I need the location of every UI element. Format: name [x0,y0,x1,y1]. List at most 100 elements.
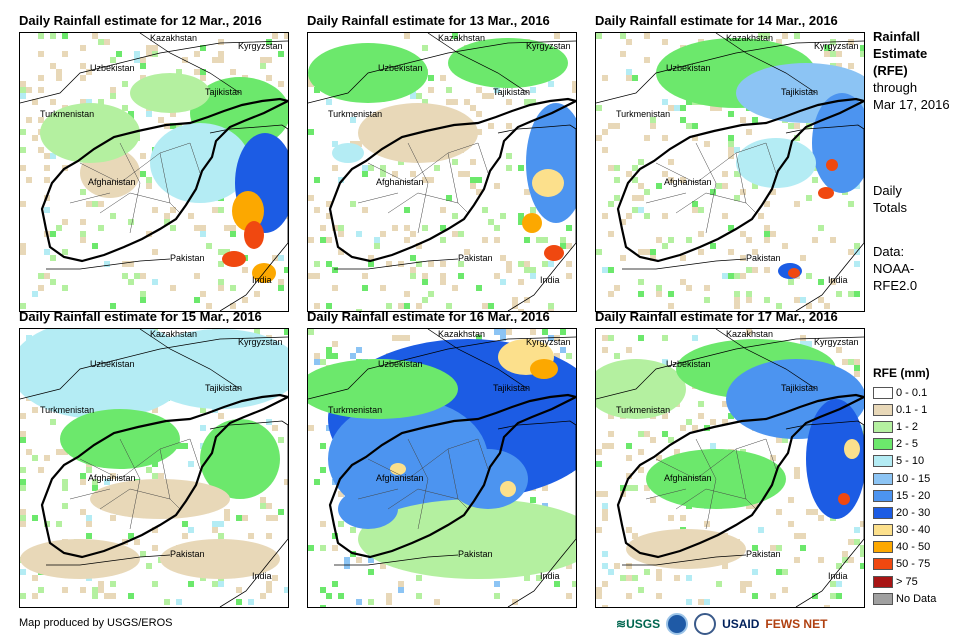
rainfall-pixel [62,485,68,491]
rainfall-pixel [632,207,638,213]
rainfall-pixel [524,237,530,243]
rainfall-pixel [194,51,200,57]
rainfall-pixel [326,353,332,359]
rainfall-pixel [32,291,38,297]
rainfall-pixel [20,515,26,521]
rainfall-pixel [170,111,176,117]
rainfall-pixel [848,249,854,255]
rainfall-pixel [98,39,104,45]
country-label-pakistan: Pakistan [458,253,493,263]
rainfall-pixel [860,551,864,557]
rainfall-pixel [80,509,86,515]
rainfall-pixel [860,521,864,527]
rainfall-pixel [368,569,374,575]
rainfall-pixel [728,225,734,231]
rainfall-pixel [632,575,638,581]
rainfall-pixel [764,231,770,237]
rainfall-pixel [602,129,608,135]
rainfall-pixel [602,335,608,341]
usgs-logo: ≋USGS [616,617,661,631]
rainfall-pixel [608,231,614,237]
rainfall-pixel [794,557,800,563]
rainfall-pixel [854,527,860,533]
rainfall-pixel [476,111,482,117]
rainfall-pixel [842,359,848,365]
map-panel-16-mar: Daily Rainfall estimate for 16 Mar., 201… [307,309,595,609]
rainfall-pixel [38,75,44,81]
rainfall-pixel [638,249,644,255]
country-label-pakistan: Pakistan [170,253,205,263]
sidebar-data-line: RFE2.0 [873,278,918,293]
rainfall-pixel [494,593,500,599]
rainfall-pixel [50,153,56,159]
rainfall-pixel [80,479,86,485]
panel-title: Daily Rainfall estimate for 17 Mar., 201… [595,309,838,324]
rainfall-pixel [452,159,458,165]
rainfall-pixel [836,63,842,69]
rainfall-pixel [644,485,650,491]
rainfall-pixel [764,33,770,39]
rainfall-pixel [524,297,530,303]
rainfall-pixel [212,521,218,527]
rainfall-pixel [356,347,362,353]
rainfall-pixel [284,479,288,485]
legend-label: 10 - 15 [896,472,931,485]
rainfall-pixel [854,539,860,545]
rainfall-pixel [734,171,740,177]
rainfall-pixel [518,219,524,225]
rainfall-pixel [704,599,710,605]
rainfall-pixel [716,105,722,111]
rainfall-pixel [632,533,638,539]
rainfall-pixel [704,141,710,147]
rainfall-pixel [248,599,254,605]
rainfall-pixel [20,129,26,135]
country-label-afghanistan: Afghanistan [376,177,424,187]
legend-swatch [873,506,893,519]
country-label-tajikistan: Tajikistan [493,87,530,97]
map-credit: Map produced by USGS/EROS [19,617,173,629]
legend-item: 50 - 75 [873,556,936,573]
rainfall-pixel [410,171,416,177]
rainfall-area [222,251,246,267]
rainfall-pixel [320,605,326,607]
rainfall-pixel [146,45,152,51]
rainfall-pixel [596,249,602,255]
rainfall-pixel [110,87,116,93]
rainfall-pixel [728,413,734,419]
rainfall-pixel [698,207,704,213]
rainfall-pixel [674,449,680,455]
rainfall-pixel [650,123,656,129]
rainfall-pixel [152,45,158,51]
rainfall-pixel [146,183,152,189]
rainfall-area [160,539,280,579]
province-borders [357,438,489,530]
legend-item: 30 - 40 [873,522,936,539]
country-label-turkmenistan: Turkmenistan [616,109,670,119]
rainfall-pixel [836,291,842,297]
rainfall-map: Kazakhstan Kyrgyzstan Uzbekistan Tajikistan… [307,32,577,312]
rainfall-pixel [146,467,152,473]
rainfall-pixel [518,165,524,171]
rainfall-pixel [50,419,56,425]
rainfall-pixel [494,225,500,231]
map-canvas: Kazakhstan Kyrgyzstan Uzbekistan Tajikistan… [20,33,288,311]
rainfall-pixel [26,335,32,341]
sidebar-title-line: Rainfall [873,29,920,44]
rainfall-pixel [20,87,26,93]
rainfall-pixel [332,581,338,587]
rainfall-pixel [470,105,476,111]
rainfall-pixel [632,177,638,183]
rainfall-pixel [542,261,548,267]
rainfall-area [244,221,264,249]
rainfall-pixel [686,237,692,243]
country-label-tajikistan: Tajikistan [781,87,818,97]
rainfall-pixel [20,467,26,473]
rainfall-pixel [194,297,200,303]
rainfall-pixel [482,303,488,309]
rainfall-pixel [44,165,50,171]
rainfall-map: Kazakhstan Kyrgyzstan Uzbekistan Tajikistan… [19,32,289,312]
rainfall-pixel [788,497,794,503]
rainfall-pixel [440,75,446,81]
rainfall-pixel [632,485,638,491]
rainfall-pixel [764,225,770,231]
